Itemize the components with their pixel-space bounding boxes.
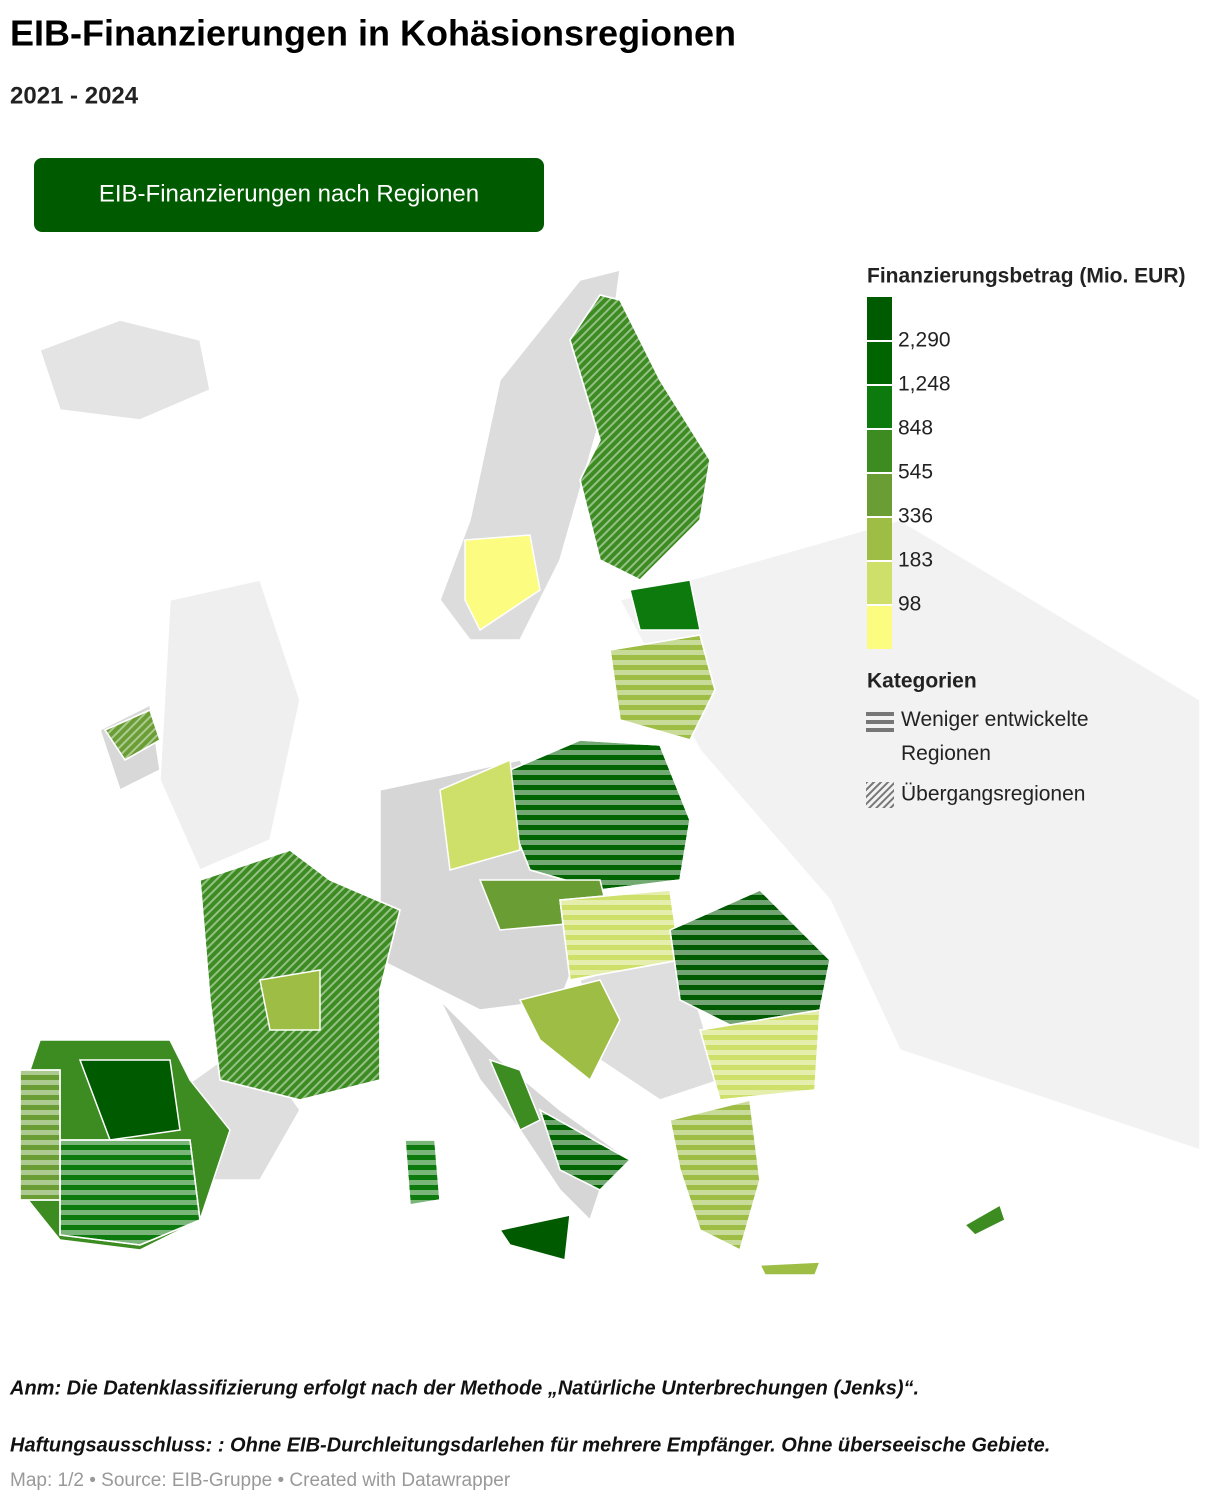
hatch-icon <box>866 782 894 808</box>
legend-category-label: Weniger entwickelte <box>901 708 1089 731</box>
legend-swatch <box>867 561 892 605</box>
region <box>19 1069 61 1201</box>
region <box>439 758 521 871</box>
legend-tick-label: 2,290 <box>898 329 951 352</box>
note: Haftungsausschluss: : Ohne EIB-Durchleit… <box>10 1434 1050 1456</box>
region <box>509 739 691 891</box>
tab-button[interactable] <box>34 158 544 232</box>
title: EIB-Finanzierungen in Kohäsionsregionen <box>10 13 736 54</box>
region <box>963 1203 1006 1236</box>
region <box>669 1099 761 1252</box>
region <box>464 534 541 632</box>
stripes-icon <box>866 709 894 733</box>
region <box>758 1261 822 1276</box>
legend-swatch <box>867 341 892 385</box>
region <box>538 1108 632 1191</box>
legend-swatch <box>867 385 892 429</box>
footer: Map: 1/2 • Source: EIB-Gruppe • Created … <box>10 1470 511 1491</box>
region <box>609 634 716 741</box>
region <box>629 579 701 631</box>
legend-tick-label: 98 <box>898 593 921 616</box>
region <box>39 319 211 421</box>
region <box>699 1009 821 1101</box>
region <box>518 979 621 1082</box>
region <box>103 708 161 761</box>
legend-tick-label: 1,248 <box>898 373 951 396</box>
legend-category: Übergangsregionen <box>901 783 1085 806</box>
legend-category-cont: Regionen <box>901 742 991 765</box>
legend-category-label: Regionen <box>901 742 991 765</box>
subtitle: 2021 - 2024 <box>10 82 139 109</box>
legend-tick-label: 848 <box>898 417 933 440</box>
region <box>498 1214 571 1261</box>
legend-swatch <box>867 517 892 561</box>
legend-categories-title: Kategorien <box>867 670 977 693</box>
region <box>59 1139 201 1246</box>
region <box>259 969 321 1031</box>
legend-swatch <box>867 473 892 517</box>
region <box>569 294 711 581</box>
legend-swatch <box>867 429 892 473</box>
region <box>78 1059 181 1141</box>
map <box>19 269 1201 1276</box>
legend-swatch <box>867 605 892 649</box>
region <box>159 579 301 871</box>
legend-tick-label: 183 <box>898 549 933 572</box>
note: Anm: Die Datenklassifizierung erfolgt na… <box>9 1377 919 1399</box>
region <box>488 1058 541 1132</box>
legend-tick-label: 545 <box>898 461 933 484</box>
tab-button-label[interactable]: EIB-Finanzierungen nach Regionen <box>99 180 479 207</box>
legend-bar: 2,290 1,248 848 545 336 183 98 <box>867 297 951 649</box>
region <box>404 1139 441 1206</box>
legend-title: Finanzierungsbetrag (Mio. EUR) <box>867 265 1186 288</box>
legend-category: Weniger entwickelte <box>901 708 1089 731</box>
legend-swatch <box>867 297 892 341</box>
region <box>618 519 1201 1152</box>
legend-tick-label: 336 <box>898 505 933 528</box>
